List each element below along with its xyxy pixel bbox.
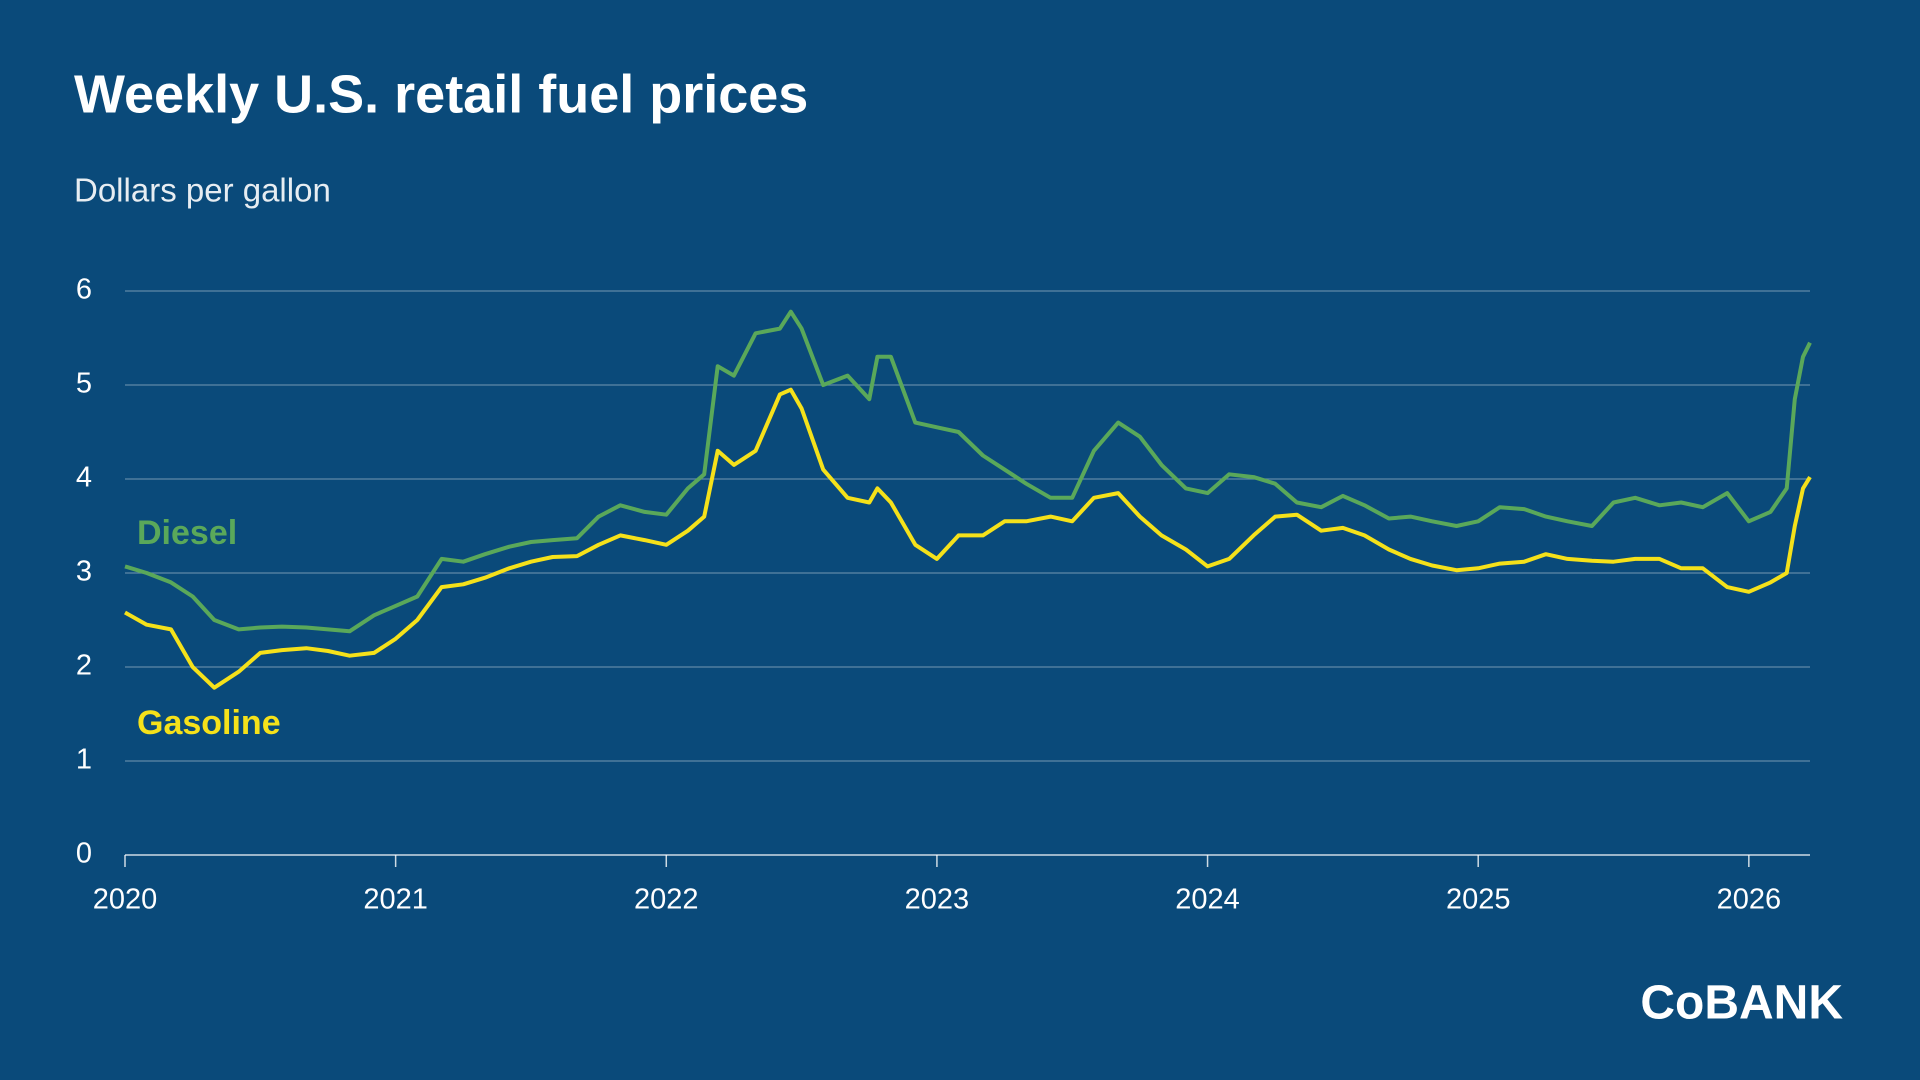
y-tick-label: 0 — [76, 838, 92, 870]
x-tick-label: 2022 — [634, 884, 699, 916]
y-tick-label: 1 — [76, 744, 92, 776]
x-tick-label: 2023 — [905, 884, 970, 916]
y-tick-label: 2 — [76, 650, 92, 682]
x-tick-label: 2026 — [1717, 884, 1782, 916]
series-label: Diesel — [137, 514, 237, 552]
logo: CoBANK — [1640, 977, 1843, 1030]
series-line — [124, 309, 1812, 634]
y-tick-label: 5 — [76, 368, 92, 400]
y-tick-label: 4 — [76, 462, 92, 494]
chart-title: Weekly U.S. retail fuel prices — [74, 64, 808, 124]
series-line — [124, 387, 1812, 690]
x-tick-label: 2020 — [93, 884, 158, 916]
x-tick-label: 2021 — [363, 884, 428, 916]
x-tick-label: 2024 — [1175, 884, 1240, 916]
chart-subtitle: Dollars per gallon — [74, 172, 331, 209]
y-tick-label: 6 — [76, 274, 92, 306]
y-tick-label: 3 — [76, 556, 92, 588]
x-tick-label: 2025 — [1446, 884, 1511, 916]
series-label: Gasoline — [137, 704, 281, 742]
